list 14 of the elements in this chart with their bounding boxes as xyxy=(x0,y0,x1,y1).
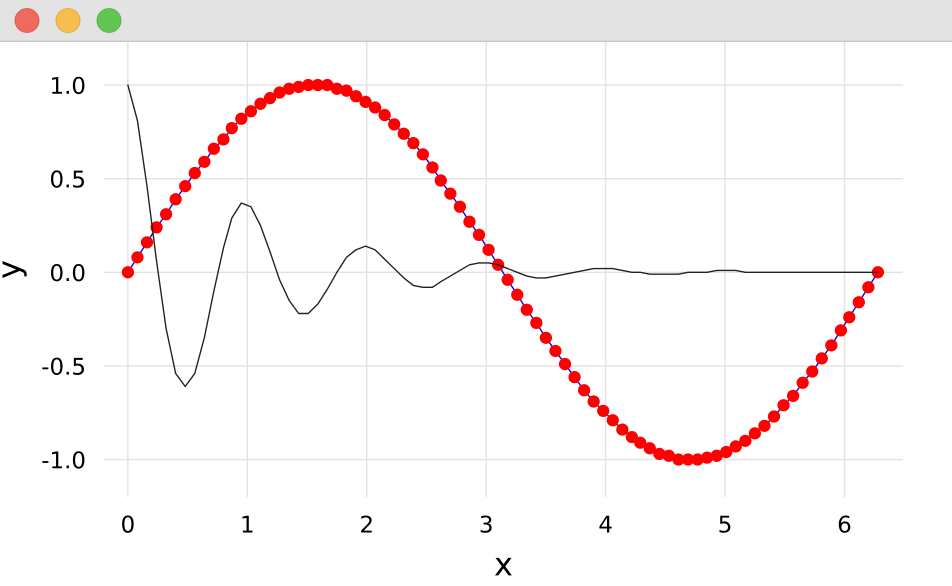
x-tick-label: 2 xyxy=(361,515,372,532)
y-axis-title: y xyxy=(2,261,27,278)
x-tick-label: 4 xyxy=(599,516,612,532)
y-tick-label: 1.0 xyxy=(52,76,84,94)
y-tick-label: -0.5 xyxy=(42,358,84,375)
x-tick-label: 0 xyxy=(122,515,134,533)
x-tick-label: 1 xyxy=(242,516,252,532)
y-tick-label: 0.5 xyxy=(51,170,84,188)
x-tick-label: 5 xyxy=(720,516,730,533)
x-tick-label: 6 xyxy=(838,515,850,533)
y-tick-label: -1.0 xyxy=(42,451,84,469)
y-tick-label: 0.0 xyxy=(51,264,84,282)
x-tick-label: 3 xyxy=(480,515,492,533)
x-axis-title: x xyxy=(494,558,512,576)
